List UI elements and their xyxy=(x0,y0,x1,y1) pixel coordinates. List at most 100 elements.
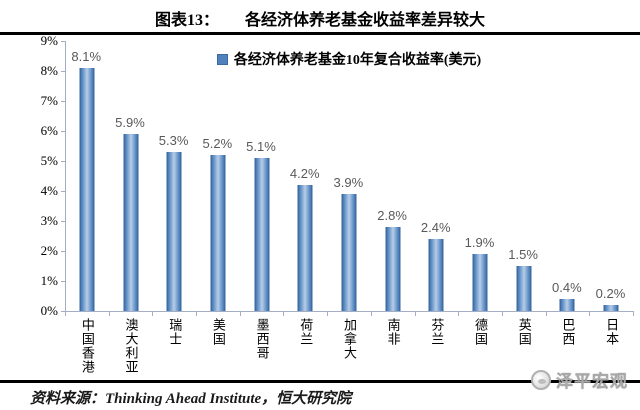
figure-title: 各经济体养老基金收益率差异较大 xyxy=(245,12,486,29)
source-note: 资料来源：Thinking Ahead Institute，恒大研究院 xyxy=(30,391,352,407)
y-tick-mark xyxy=(61,71,66,72)
bar xyxy=(559,299,575,311)
x-axis-labels: 中国香港 澳大利亚 瑞士 美国 墨西哥 荷兰 加拿大 南非 芬兰 德国 英国 巴西 日本 xyxy=(65,318,633,374)
x-category-label: 英国 xyxy=(516,318,532,346)
x-category-label: 南非 xyxy=(385,318,401,346)
x-category-label: 德国 xyxy=(473,318,489,346)
bar-value-label: 5.1% xyxy=(246,139,276,154)
bar xyxy=(79,68,95,311)
bar-value-label: 1.9% xyxy=(464,235,495,250)
watermark-text: 泽平宏观 xyxy=(556,372,628,391)
bar xyxy=(166,152,182,311)
x-tick-mark xyxy=(371,312,372,316)
x-tick-mark xyxy=(502,312,503,316)
x-category-label: 巴西 xyxy=(560,318,576,346)
legend-label: 各经济体养老基金10年复合收益率(美元) xyxy=(233,53,482,68)
y-tick-mark xyxy=(61,191,66,192)
bar-value-label: 5.9% xyxy=(115,115,145,130)
bar-value-label: 5.3% xyxy=(158,133,189,148)
bar xyxy=(210,155,226,311)
y-tick-mark xyxy=(61,101,66,102)
x-category-label: 瑞士 xyxy=(167,318,183,346)
y-tick-label: 5% xyxy=(40,153,58,168)
x-tick-mark xyxy=(240,312,241,316)
y-tick-mark xyxy=(61,311,66,312)
bar-value-label: 1.5% xyxy=(508,247,538,262)
x-tick-mark xyxy=(415,312,416,316)
bottom-divider xyxy=(0,380,640,383)
bar-group: 0.2% xyxy=(589,41,633,311)
y-tick-mark xyxy=(61,131,66,132)
bar-group: 2.4% xyxy=(415,41,459,311)
y-axis-line xyxy=(65,41,66,312)
bar xyxy=(123,134,139,311)
y-tick-label: 1% xyxy=(40,273,58,288)
x-category-label: 澳大利亚 xyxy=(123,318,139,374)
x-tick-mark xyxy=(283,312,284,316)
zeping-logo-icon xyxy=(531,369,551,390)
x-tick-mark xyxy=(196,312,197,316)
x-tick-mark xyxy=(65,312,66,316)
bar-value-label: 4.2% xyxy=(289,166,320,181)
bar xyxy=(385,227,401,311)
bar xyxy=(254,158,270,311)
x-axis-line xyxy=(61,311,634,312)
y-tick-label: 7% xyxy=(40,93,58,108)
bar-chart: 各经济体养老基金10年复合收益率(美元) 9% 8% 7% 6% 5% 4% 3% 2% 1% 0… xyxy=(0,33,640,378)
bar-value-label: 8.1% xyxy=(71,49,102,64)
bar xyxy=(472,254,488,311)
y-tick-mark xyxy=(61,281,66,282)
legend-swatch-icon xyxy=(216,53,228,65)
x-category-label: 美国 xyxy=(210,318,226,346)
x-tick-mark xyxy=(152,312,153,316)
bar-value-label: 0.4% xyxy=(551,280,582,295)
x-tick-mark xyxy=(458,312,459,316)
bar-group: 4.2% xyxy=(283,41,327,311)
figure-number-label: 图表13： xyxy=(154,12,219,29)
x-tick-mark xyxy=(589,312,590,316)
bar-group: 3.9% xyxy=(327,41,371,311)
bar-group: 1.9% xyxy=(458,41,502,311)
top-divider xyxy=(0,32,640,35)
x-category-label: 加拿大 xyxy=(341,318,357,360)
bar-value-label: 0.2% xyxy=(595,286,626,301)
y-tick-mark xyxy=(61,161,66,162)
x-tick-mark xyxy=(633,312,634,316)
bar-value-label: 5.2% xyxy=(202,136,233,151)
y-tick-label: 2% xyxy=(40,243,58,258)
bar xyxy=(603,305,619,311)
x-category-label: 日本 xyxy=(604,318,620,346)
bar-value-label: 2.4% xyxy=(420,220,451,235)
y-tick-label: 9% xyxy=(40,33,58,48)
y-tick-label: 8% xyxy=(40,63,58,78)
x-category-label: 墨西哥 xyxy=(254,318,270,360)
y-tick-mark xyxy=(61,221,66,222)
bar-value-label: 3.9% xyxy=(333,175,364,190)
bar-group: 1.5% xyxy=(502,41,546,311)
x-category-label: 芬兰 xyxy=(429,318,445,346)
x-category-label: 中国香港 xyxy=(79,318,95,374)
bar-group: 2.8% xyxy=(371,41,415,311)
bar-group: 0.4% xyxy=(546,41,590,311)
bar-group: 5.1% xyxy=(240,41,284,311)
y-tick-mark xyxy=(61,251,66,252)
bar-group: 5.9% xyxy=(109,41,153,311)
bar xyxy=(341,194,357,311)
y-tick-label: 0% xyxy=(40,303,58,318)
chart-legend: 各经济体养老基金10年复合收益率(美元) xyxy=(65,49,633,70)
bar-series: 8.1% 5.9% 5.3% 5.2% 5.1% 4.2% 3.9% 2.8% 2.4% 1.9%… xyxy=(65,41,633,311)
bar xyxy=(516,266,532,311)
figure-header: 图表13： 各经济体养老基金收益率差异较大 xyxy=(0,6,640,30)
x-tick-mark xyxy=(546,312,547,316)
bar xyxy=(428,239,444,311)
x-tick-mark xyxy=(327,312,328,316)
x-tick-mark xyxy=(109,312,110,316)
bar-group: 5.3% xyxy=(152,41,196,311)
y-tick-label: 4% xyxy=(40,183,58,198)
bar-group: 5.2% xyxy=(196,41,240,311)
watermark: 泽平宏观 xyxy=(531,367,628,392)
bar-group: 8.1% xyxy=(65,41,109,311)
y-tick-label: 6% xyxy=(40,123,58,138)
y-tick-label: 3% xyxy=(40,213,58,228)
